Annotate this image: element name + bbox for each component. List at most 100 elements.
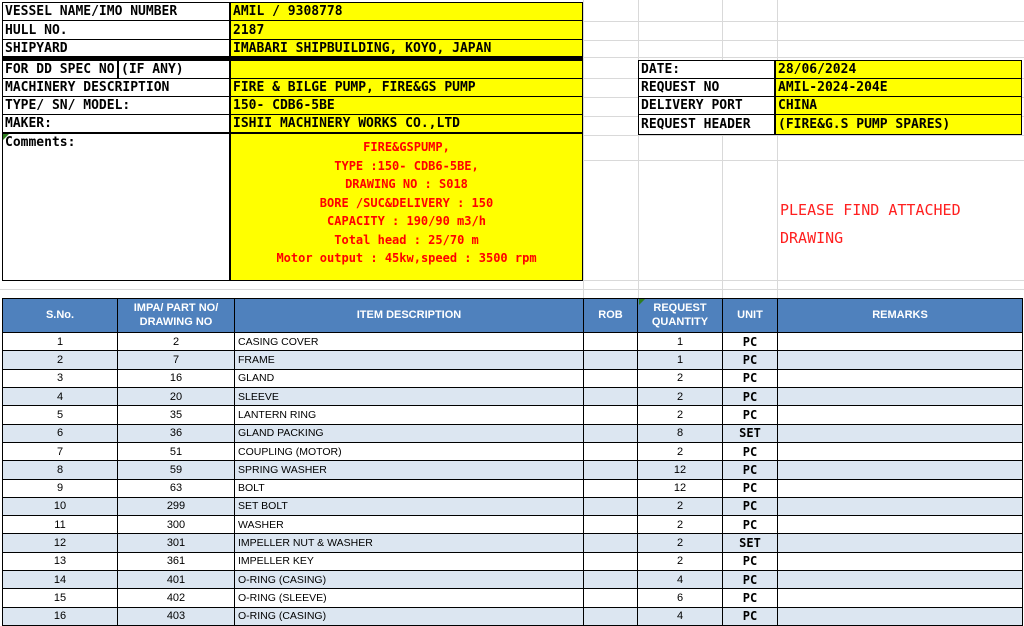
cell-remarks[interactable] xyxy=(778,516,1023,535)
cell-sno[interactable]: 4 xyxy=(3,387,118,407)
cell-quantity[interactable]: 1 xyxy=(638,333,723,352)
cell-quantity[interactable]: 2 xyxy=(638,387,723,407)
cell-unit[interactable]: PC xyxy=(723,589,778,608)
cell-remarks[interactable] xyxy=(778,424,1023,443)
cell-sno[interactable]: 11 xyxy=(3,516,118,535)
cell-sno[interactable]: 10 xyxy=(3,497,118,517)
cell-rob[interactable] xyxy=(584,479,638,498)
cell-rob[interactable] xyxy=(584,333,638,352)
cell-quantity[interactable]: 6 xyxy=(638,589,723,608)
maker-value[interactable]: ISHII MACHINERY WORKS CO.,LTD xyxy=(230,114,583,133)
cell-rob[interactable] xyxy=(584,406,638,425)
cell-remarks[interactable] xyxy=(778,534,1023,553)
cell-part-no[interactable]: 299 xyxy=(118,497,235,517)
cell-quantity[interactable]: 2 xyxy=(638,552,723,572)
cell-sno[interactable]: 1 xyxy=(3,333,118,352)
type-model-value[interactable]: 150- CDB6-5BE xyxy=(230,96,583,115)
cell-description[interactable]: SPRING WASHER xyxy=(235,461,584,480)
cell-rob[interactable] xyxy=(584,516,638,535)
cell-rob[interactable] xyxy=(584,351,638,370)
dd-spec-label[interactable]: FOR DD SPEC NO: xyxy=(2,60,122,79)
cell-quantity[interactable]: 2 xyxy=(638,442,723,462)
cell-part-no[interactable]: 301 xyxy=(118,534,235,553)
cell-rob[interactable] xyxy=(584,607,638,626)
cell-quantity[interactable]: 4 xyxy=(638,571,723,590)
dd-spec-label-2[interactable]: (IF ANY) xyxy=(118,60,230,79)
cell-sno[interactable]: 13 xyxy=(3,552,118,572)
cell-quantity[interactable]: 8 xyxy=(638,424,723,443)
cell-remarks[interactable] xyxy=(778,497,1023,517)
cell-unit[interactable]: PC xyxy=(723,516,778,535)
cell-part-no[interactable]: 361 xyxy=(118,552,235,572)
delivery-port-value[interactable]: CHINA xyxy=(775,96,1022,115)
shipyard-value[interactable]: IMABARI SHIPBUILDING, KOYO, JAPAN xyxy=(230,39,583,57)
cell-description[interactable]: O-RING (CASING) xyxy=(235,607,584,626)
date-label[interactable]: DATE: xyxy=(638,60,775,79)
cell-description[interactable]: O-RING (SLEEVE) xyxy=(235,589,584,608)
cell-rob[interactable] xyxy=(584,497,638,517)
cell-remarks[interactable] xyxy=(778,369,1023,388)
cell-part-no[interactable]: 403 xyxy=(118,607,235,626)
cell-part-no[interactable]: 2 xyxy=(118,333,235,352)
cell-rob[interactable] xyxy=(584,534,638,553)
cell-description[interactable]: O-RING (CASING) xyxy=(235,571,584,590)
cell-unit[interactable]: PC xyxy=(723,406,778,425)
cell-rob[interactable] xyxy=(584,589,638,608)
cell-rob[interactable] xyxy=(584,387,638,407)
cell-part-no[interactable]: 402 xyxy=(118,589,235,608)
col-header-description[interactable]: ITEM DESCRIPTION xyxy=(235,299,584,333)
cell-quantity[interactable]: 2 xyxy=(638,516,723,535)
cell-sno[interactable]: 16 xyxy=(3,607,118,626)
cell-description[interactable]: BOLT xyxy=(235,479,584,498)
cell-quantity[interactable]: 1 xyxy=(638,351,723,370)
cell-description[interactable]: GLAND xyxy=(235,369,584,388)
cell-sno[interactable]: 15 xyxy=(3,589,118,608)
cell-part-no[interactable]: 7 xyxy=(118,351,235,370)
cell-quantity[interactable]: 2 xyxy=(638,534,723,553)
cell-part-no[interactable]: 401 xyxy=(118,571,235,590)
cell-unit[interactable]: PC xyxy=(723,461,778,480)
cell-quantity[interactable]: 4 xyxy=(638,607,723,626)
cell-rob[interactable] xyxy=(584,369,638,388)
cell-remarks[interactable] xyxy=(778,387,1023,407)
cell-part-no[interactable]: 35 xyxy=(118,406,235,425)
cell-description[interactable]: WASHER xyxy=(235,516,584,535)
cell-rob[interactable] xyxy=(584,552,638,572)
cell-unit[interactable]: SET xyxy=(723,534,778,553)
cell-remarks[interactable] xyxy=(778,461,1023,480)
cell-unit[interactable]: PC xyxy=(723,479,778,498)
cell-description[interactable]: SET BOLT xyxy=(235,497,584,517)
cell-sno[interactable]: 14 xyxy=(3,571,118,590)
dd-spec-value[interactable] xyxy=(230,60,583,79)
cell-part-no[interactable]: 16 xyxy=(118,369,235,388)
cell-rob[interactable] xyxy=(584,571,638,590)
cell-unit[interactable]: PC xyxy=(723,333,778,352)
hull-no-value[interactable]: 2187 xyxy=(230,20,583,40)
cell-unit[interactable]: PC xyxy=(723,497,778,517)
cell-unit[interactable]: PC xyxy=(723,552,778,572)
cell-part-no[interactable]: 51 xyxy=(118,442,235,462)
col-header-part-no[interactable]: IMPA/ PART NO/ DRAWING NO xyxy=(118,299,235,333)
col-header-remarks[interactable]: REMARKS xyxy=(778,299,1023,333)
col-header-rob[interactable]: ROB xyxy=(584,299,638,333)
cell-quantity[interactable]: 2 xyxy=(638,369,723,388)
type-model-label[interactable]: TYPE/ SN/ MODEL: xyxy=(2,96,230,115)
cell-quantity[interactable]: 12 xyxy=(638,479,723,498)
delivery-port-label[interactable]: DELIVERY PORT xyxy=(638,96,775,115)
cell-description[interactable]: FRAME xyxy=(235,351,584,370)
shipyard-label[interactable]: SHIPYARD xyxy=(2,39,230,57)
cell-unit[interactable]: PC xyxy=(723,571,778,590)
cell-part-no[interactable]: 300 xyxy=(118,516,235,535)
cell-remarks[interactable] xyxy=(778,351,1023,370)
col-header-request-quantity[interactable]: REQUEST QUANTITY xyxy=(638,299,723,333)
cell-sno[interactable]: 5 xyxy=(3,406,118,425)
cell-description[interactable]: GLAND PACKING xyxy=(235,424,584,443)
hull-no-label[interactable]: HULL NO. xyxy=(2,20,230,40)
cell-description[interactable]: IMPELLER NUT & WASHER xyxy=(235,534,584,553)
machinery-description-value[interactable]: FIRE & BILGE PUMP, FIRE&GS PUMP xyxy=(230,78,583,97)
date-value[interactable]: 28/06/2024 xyxy=(775,60,1022,79)
cell-description[interactable]: CASING COVER xyxy=(235,333,584,352)
comments-label-cell[interactable]: Comments: xyxy=(2,133,230,281)
cell-part-no[interactable]: 59 xyxy=(118,461,235,480)
cell-remarks[interactable] xyxy=(778,406,1023,425)
